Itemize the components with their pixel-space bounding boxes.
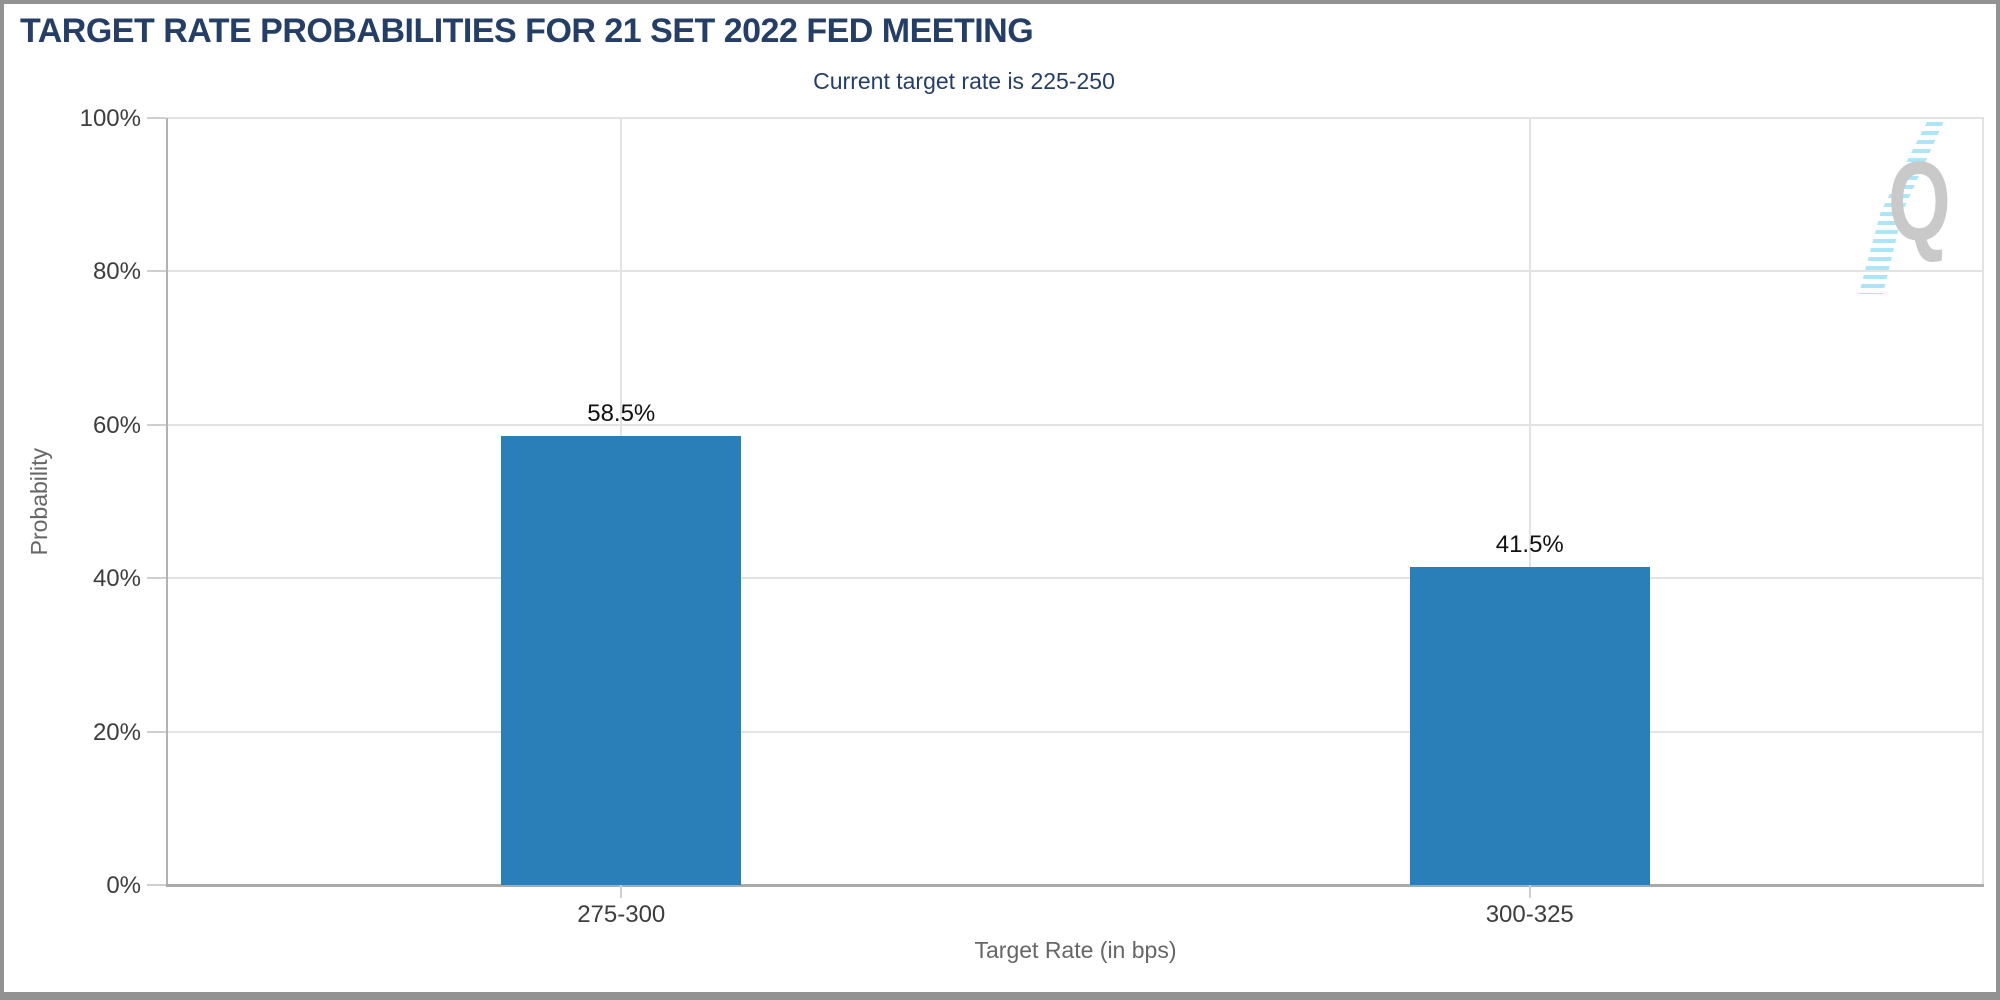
watermark-q-letter: Q <box>1888 139 1951 264</box>
horizontal-gridline <box>167 577 1984 580</box>
y-tick-label: 60% <box>92 411 141 439</box>
x-axis-line <box>166 884 1984 887</box>
y-axis-title-text: Probability <box>25 447 52 556</box>
bar-slot: 41.5% 300-325 <box>1409 118 1650 928</box>
x-category-label: 275-300 <box>577 901 666 928</box>
y-tick-label: 100% <box>79 105 141 132</box>
y-axis-title: Probability <box>22 118 56 885</box>
y-tick <box>147 730 166 733</box>
y-tick <box>147 577 166 580</box>
y-tick <box>147 270 166 273</box>
horizontal-gridline <box>167 730 1984 733</box>
chart-subtitle: Current target rate is 225-250 <box>813 68 1115 94</box>
y-tick-label: 0% <box>106 872 141 899</box>
y-tick-label: 20% <box>92 718 141 746</box>
y-tick-label: 40% <box>92 565 141 593</box>
x-axis-title: Target Rate (in bps) <box>974 937 1177 963</box>
horizontal-gridline <box>167 423 1984 426</box>
horizontal-gridline <box>167 117 1984 119</box>
plot-right-border <box>1982 118 1984 885</box>
probability-bar-300-325[interactable] <box>1409 566 1650 885</box>
probability-bar-275-300[interactable] <box>501 436 742 885</box>
vertical-gridline <box>1528 118 1531 885</box>
y-tick <box>147 423 166 426</box>
y-tick <box>147 117 166 119</box>
plot-area: 0% 20% 40% 60% 80% 100% 58.5% 275-300 41.5% 3… <box>80 105 1984 963</box>
y-tick <box>147 884 166 886</box>
horizontal-gridline <box>167 270 1984 273</box>
bar-value-label: 41.5% <box>1495 530 1564 558</box>
watermark-logo: Q <box>1850 122 1960 294</box>
x-tick <box>1528 885 1531 898</box>
x-tick <box>620 885 623 898</box>
y-axis-line <box>166 118 168 885</box>
bar-slot: 58.5% 275-300 <box>501 118 742 928</box>
bar-value-label: 58.5% <box>587 400 656 428</box>
chart-title: TARGET RATE PROBABILITIES FOR 21 SET 202… <box>20 12 1034 50</box>
x-category-label: 300-325 <box>1485 901 1574 928</box>
y-tick-label: 80% <box>92 258 141 286</box>
